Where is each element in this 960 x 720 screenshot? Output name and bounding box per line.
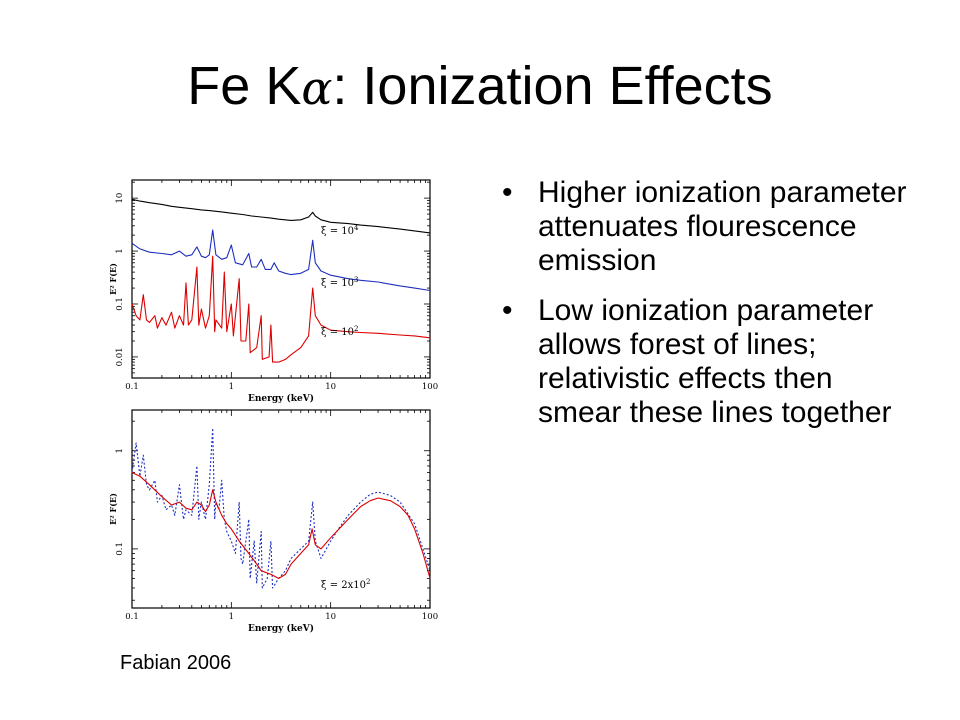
chart-annotation-exponent: 2 [366,578,370,586]
bullet-text: Low ionization parameter allows forest o… [538,294,892,429]
x-tick-label: 100 [422,382,438,392]
y-tick-label: 0.1 [115,542,125,556]
y-axis-label: E² F(E) [108,263,118,295]
bullet-item: • Higher ionization parameter attenuates … [498,176,918,278]
series-line-2 [131,229,431,292]
spectrum-plot-top: 0.1 1 10 100 0.01 0.1 1 10 Energy (keV) E² F(E) ξ … [108,179,438,404]
series-line-2 [131,472,431,579]
title-suffix: : Ionization Effects [332,56,773,116]
y-axis-label: E² F(E) [108,493,118,525]
plot-frame [131,179,431,379]
plot-frame [131,409,431,609]
y-tick-label: 1 [115,448,125,453]
x-tick-label: 100 [422,612,438,622]
series-annotation-2: ξ = 103 [321,276,358,289]
x-tick-label: 10 [325,382,336,392]
x-tick-label: 0.1 [125,382,139,392]
slide-title: Fe Kα: Ionization Effects [0,55,960,119]
series-annotation-2-exponent: 3 [354,276,358,284]
series-annotation-1-exponent: 4 [354,224,359,232]
spectrum-plot-bottom: 0.1 1 10 100 0.1 1 Energy (keV) E² F(E) ξ = 2x10… [108,409,438,634]
x-tick-label: 1 [229,382,234,392]
y-tick-label: 0.01 [115,347,125,366]
bullet-marker: • [502,176,513,209]
x-axis-label: Energy (keV) [248,623,314,634]
title-alpha-symbol: α [301,61,333,115]
x-axis-label: Energy (keV) [248,393,314,404]
bullet-marker: • [502,294,513,327]
series-line-3 [131,255,431,363]
series-annotation-3: ξ = 102 [321,325,358,338]
y-tick-label: 1 [115,248,125,253]
title-prefix: Fe K [187,56,302,116]
x-tick-label: 10 [325,612,336,622]
bullet-text: Higher ionization parameter attenuates f… [538,176,907,277]
series-line-1 [131,427,431,589]
bullet-list: • Higher ionization parameter attenuates … [498,176,918,446]
series-line-1 [131,198,431,234]
x-tick-label: 0.1 [125,612,139,622]
y-tick-label: 0.1 [115,297,125,311]
bullet-item: • Low ionization parameter allows forest … [498,294,918,430]
chart-annotation: ξ = 2x102 [321,578,370,591]
figure-credit: Fabian 2006 [120,652,232,674]
series-annotation-3-exponent: 2 [354,325,358,333]
y-tick-label: 10 [115,193,125,204]
series-annotation-1: ξ = 104 [321,224,359,237]
x-tick-label: 1 [229,612,234,622]
